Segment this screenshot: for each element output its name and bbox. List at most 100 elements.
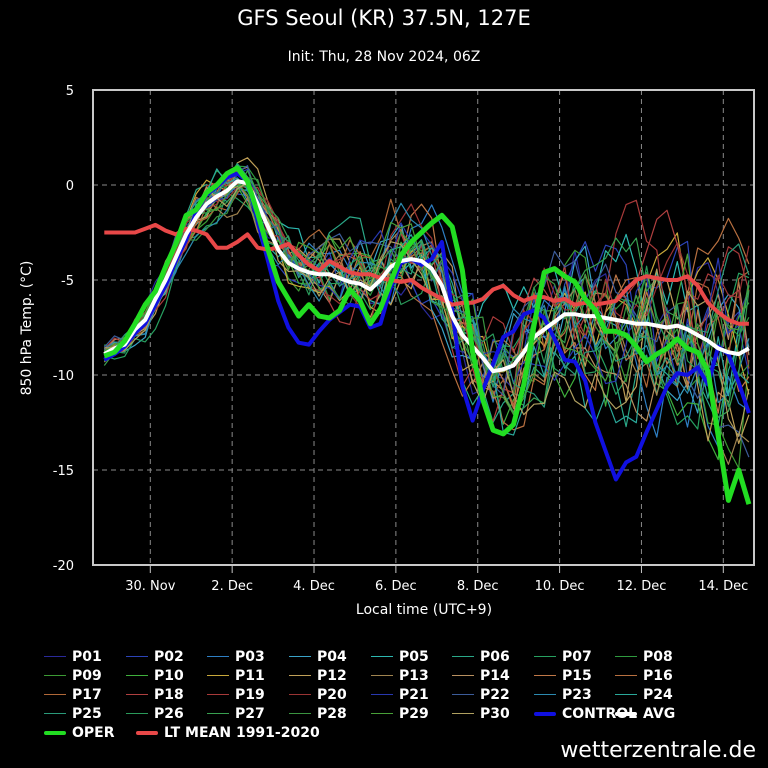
legend-item[interactable]: P17 bbox=[44, 685, 102, 704]
legend-item[interactable]: P13 bbox=[371, 666, 429, 685]
legend-item[interactable]: LT MEAN 1991-2020 bbox=[136, 723, 320, 742]
legend-item[interactable]: AVG bbox=[615, 704, 675, 723]
legend-swatch bbox=[207, 655, 229, 658]
legend-label: P27 bbox=[235, 705, 265, 722]
credit-watermark: wetterzentrale.de bbox=[560, 738, 756, 763]
legend-item[interactable]: P23 bbox=[534, 685, 592, 704]
legend-item[interactable]: P09 bbox=[44, 666, 102, 685]
legend-swatch bbox=[615, 693, 637, 696]
main-series bbox=[103, 165, 752, 505]
y-tick-label: -15 bbox=[53, 464, 74, 479]
legend-swatch bbox=[44, 693, 66, 696]
y-tick-label: -5 bbox=[61, 274, 74, 289]
legend-label: P13 bbox=[399, 667, 429, 684]
legend-label: P22 bbox=[480, 686, 510, 703]
legend-item[interactable]: P11 bbox=[207, 666, 265, 685]
x-axis: 30. Nov 2. Dec 4. Dec 6. Dec 8. Dec 10. Dec 12… bbox=[125, 565, 748, 594]
legend: P01 P02 P03 P04 P05 P06 P07 P08 P09 P10 P11 P12 P13 P… bbox=[0, 647, 768, 747]
series-line-avg bbox=[103, 179, 750, 374]
legend-label: P08 bbox=[643, 648, 673, 665]
legend-swatch bbox=[126, 655, 148, 658]
legend-label: P10 bbox=[154, 667, 184, 684]
legend-item[interactable]: P26 bbox=[126, 704, 184, 723]
legend-label: P04 bbox=[317, 648, 347, 665]
legend-label: OPER bbox=[72, 724, 115, 741]
legend-item[interactable]: P16 bbox=[615, 666, 673, 685]
x-tick-label: 2. Dec bbox=[211, 579, 253, 594]
legend-item[interactable]: P25 bbox=[44, 704, 102, 723]
legend-item[interactable]: P21 bbox=[371, 685, 429, 704]
legend-swatch bbox=[126, 693, 148, 696]
series-line-oper bbox=[103, 165, 752, 505]
legend-swatch bbox=[289, 712, 311, 715]
series-line-p29 bbox=[103, 181, 750, 415]
legend-label: P11 bbox=[235, 667, 265, 684]
legend-swatch bbox=[371, 712, 393, 715]
legend-swatch bbox=[615, 711, 637, 716]
legend-label: P19 bbox=[235, 686, 265, 703]
legend-item[interactable]: P18 bbox=[126, 685, 184, 704]
legend-item[interactable]: P08 bbox=[615, 647, 673, 666]
legend-label: LT MEAN 1991-2020 bbox=[164, 724, 320, 741]
legend-item[interactable]: P28 bbox=[289, 704, 347, 723]
legend-swatch bbox=[615, 655, 637, 658]
grid-lines bbox=[93, 90, 754, 565]
legend-swatch bbox=[289, 693, 311, 696]
legend-item[interactable]: P04 bbox=[289, 647, 347, 666]
legend-item[interactable]: P20 bbox=[289, 685, 347, 704]
legend-swatch bbox=[44, 712, 66, 715]
legend-swatch bbox=[126, 674, 148, 677]
x-axis-label: Local time (UTC+9) bbox=[356, 602, 492, 618]
y-tick-label: -20 bbox=[53, 559, 74, 574]
legend-label: P14 bbox=[480, 667, 510, 684]
legend-item[interactable]: CONTROL bbox=[534, 704, 637, 723]
series-line-p21 bbox=[104, 168, 750, 385]
legend-label: P18 bbox=[154, 686, 184, 703]
legend-swatch bbox=[371, 693, 393, 696]
legend-swatch bbox=[452, 693, 474, 696]
legend-label: CONTROL bbox=[562, 705, 638, 722]
legend-item[interactable]: OPER bbox=[44, 723, 115, 742]
legend-label: AVG bbox=[643, 705, 676, 722]
chart-title: GFS Seoul (KR) 37.5N, 127E bbox=[237, 6, 531, 30]
legend-swatch bbox=[534, 655, 556, 658]
legend-item[interactable]: P12 bbox=[289, 666, 347, 685]
legend-swatch bbox=[534, 711, 556, 716]
legend-item[interactable]: P30 bbox=[452, 704, 510, 723]
legend-item[interactable]: P29 bbox=[371, 704, 429, 723]
legend-item[interactable]: P27 bbox=[207, 704, 265, 723]
legend-item[interactable]: P15 bbox=[534, 666, 592, 685]
legend-item[interactable]: P01 bbox=[44, 647, 102, 666]
y-tick-label: 5 bbox=[66, 84, 74, 99]
y-tick-label: -10 bbox=[53, 369, 74, 384]
legend-swatch bbox=[207, 674, 229, 677]
legend-item[interactable]: P02 bbox=[126, 647, 184, 666]
legend-swatch bbox=[371, 674, 393, 677]
legend-swatch bbox=[44, 674, 66, 677]
legend-item[interactable]: P07 bbox=[534, 647, 592, 666]
legend-label: P21 bbox=[399, 686, 429, 703]
series-line-lt-mean-1991-2020 bbox=[104, 222, 749, 326]
y-tick-label: 0 bbox=[66, 179, 74, 194]
legend-label: P30 bbox=[480, 705, 510, 722]
legend-item[interactable]: P03 bbox=[207, 647, 265, 666]
legend-label: P26 bbox=[154, 705, 184, 722]
legend-swatch bbox=[289, 674, 311, 677]
series-line-p03 bbox=[104, 178, 750, 448]
legend-item[interactable]: P22 bbox=[452, 685, 510, 704]
legend-swatch bbox=[44, 655, 66, 658]
legend-item[interactable]: P24 bbox=[615, 685, 673, 704]
legend-item[interactable]: P10 bbox=[126, 666, 184, 685]
legend-item[interactable]: P14 bbox=[452, 666, 510, 685]
legend-swatch bbox=[126, 712, 148, 715]
legend-item[interactable]: P19 bbox=[207, 685, 265, 704]
legend-label: P15 bbox=[562, 667, 592, 684]
chart-area: 5 0 -5 -10 -15 -20 30. Nov 2. Dec 4. Dec 6. Dec 8… bbox=[19, 84, 755, 618]
legend-item[interactable]: P05 bbox=[371, 647, 429, 666]
legend-swatch bbox=[452, 655, 474, 658]
legend-swatch bbox=[534, 693, 556, 696]
legend-swatch bbox=[452, 674, 474, 677]
legend-item[interactable]: P06 bbox=[452, 647, 510, 666]
legend-swatch bbox=[452, 712, 474, 715]
ensemble-members bbox=[103, 157, 750, 469]
